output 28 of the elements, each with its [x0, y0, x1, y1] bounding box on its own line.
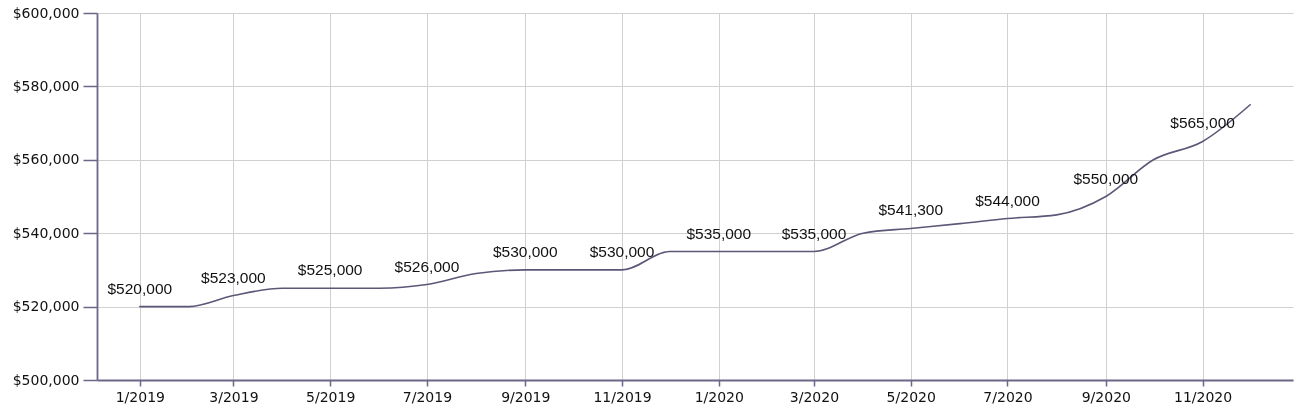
x-tick-label: 11/2020 — [1174, 388, 1233, 405]
data-label: $530,000 — [492, 242, 558, 260]
x-tick-label: 9/2019 — [501, 388, 551, 405]
x-tick-label: 5/2019 — [306, 388, 356, 405]
y-tick-label: $540,000 — [12, 224, 80, 241]
x-tick-label: 3/2019 — [209, 388, 259, 405]
x-tick-label: 11/2019 — [593, 388, 652, 405]
x-tick-label: 7/2020 — [983, 388, 1033, 405]
data-label: $544,000 — [975, 191, 1041, 209]
x-tick-label: 1/2019 — [115, 388, 165, 405]
y-tick-label: $580,000 — [12, 77, 80, 94]
y-tick-label: $600,000 — [12, 4, 80, 21]
y-tick-label: $560,000 — [12, 151, 80, 168]
x-tick-label: 1/2020 — [694, 388, 744, 405]
x-tick-label: 5/2020 — [886, 388, 936, 405]
y-tick-label: $520,000 — [12, 298, 80, 315]
x-tick-label: 9/2020 — [1081, 388, 1131, 405]
data-label: $541,300 — [878, 201, 944, 219]
data-label: $520,000 — [107, 279, 173, 297]
data-label: $525,000 — [297, 261, 363, 279]
data-label: $526,000 — [394, 257, 460, 275]
x-tick-label: 7/2019 — [402, 388, 453, 405]
data-label: $535,000 — [781, 224, 847, 242]
data-label: $535,000 — [686, 224, 752, 242]
y-tick-label: $500,000 — [12, 371, 80, 388]
x-tick-label: 3/2020 — [789, 388, 840, 405]
data-label: $523,000 — [201, 268, 267, 286]
data-label: $530,000 — [589, 242, 655, 260]
